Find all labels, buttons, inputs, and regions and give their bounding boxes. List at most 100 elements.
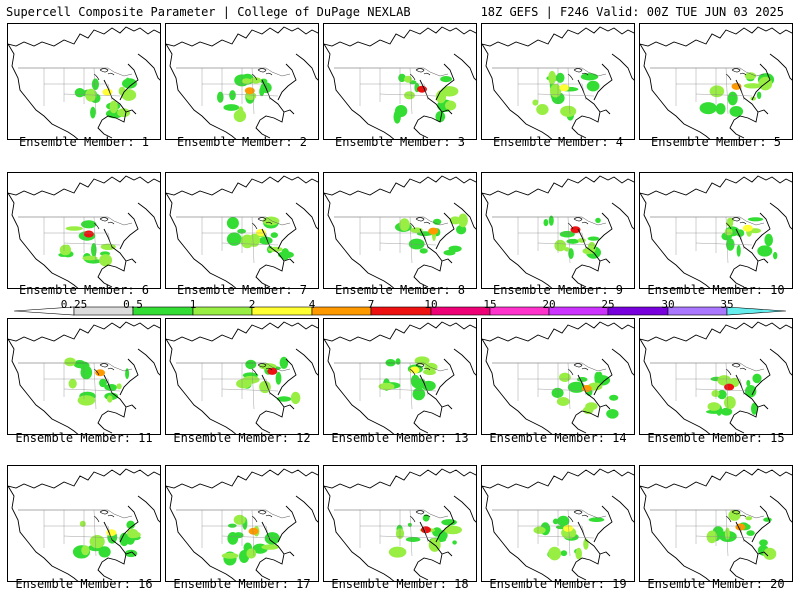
ensemble-member-map xyxy=(481,23,635,140)
scp-contour xyxy=(699,102,717,115)
scp-contour xyxy=(729,106,744,117)
scp-contour xyxy=(556,397,570,406)
scp-contour xyxy=(532,99,539,106)
scp-contour xyxy=(728,509,741,521)
scp-contour xyxy=(261,544,279,550)
scp-contour xyxy=(125,368,130,380)
ensemble-member-map xyxy=(323,172,477,289)
scp-contour xyxy=(236,378,252,389)
scp-contour xyxy=(707,402,721,411)
map-outline xyxy=(43,509,121,557)
map-outline xyxy=(18,509,133,519)
scp-contour xyxy=(752,373,762,384)
scp-contour xyxy=(244,87,255,95)
map-outline xyxy=(251,363,273,376)
scp-contour xyxy=(410,227,423,233)
map-outline xyxy=(201,67,279,115)
scale-arrow-high xyxy=(726,306,787,316)
scp-contour xyxy=(432,218,442,225)
map-outline xyxy=(482,468,634,581)
scp-contour xyxy=(724,527,730,540)
scp-contour xyxy=(264,532,280,545)
scp-contour xyxy=(74,88,85,98)
scp-contour xyxy=(238,106,244,117)
ensemble-member-label: Ensemble Member: 14 xyxy=(489,431,627,445)
map-outline xyxy=(675,67,753,115)
map-outline xyxy=(675,216,753,264)
map-outline xyxy=(166,321,318,434)
scp-contour xyxy=(65,226,83,231)
scp-contour xyxy=(227,523,237,528)
scp-contour xyxy=(117,108,131,118)
scp-contour xyxy=(586,80,600,92)
scp-contour xyxy=(276,396,292,402)
scale-swatch xyxy=(548,306,609,316)
scp-contour xyxy=(717,389,727,400)
map-outline xyxy=(8,175,160,288)
ensemble-member-map xyxy=(7,465,161,582)
ensemble-member-label: Ensemble Member: 4 xyxy=(492,135,624,149)
scp-contour xyxy=(95,369,106,377)
map-outline xyxy=(43,67,121,115)
scp-contour xyxy=(124,549,138,558)
scp-contour xyxy=(559,372,571,382)
ensemble-member-map xyxy=(481,172,635,289)
map-outline xyxy=(334,216,449,226)
scale-swatch xyxy=(311,306,372,316)
scp-contour xyxy=(533,526,546,534)
map-outline xyxy=(93,510,115,523)
scale-tick-label: 0.5 xyxy=(123,298,143,311)
map-outline xyxy=(201,362,279,410)
ensemble-member-label: Ensemble Member: 9 xyxy=(492,283,624,297)
map-outline xyxy=(725,217,747,230)
ensemble-member-map xyxy=(165,465,319,582)
map-outline xyxy=(176,509,291,519)
scp-contour xyxy=(548,215,554,226)
ensemble-member-label: Ensemble Member: 2 xyxy=(176,135,308,149)
scp-contour xyxy=(744,72,757,80)
scp-contour xyxy=(595,217,601,223)
map-outline xyxy=(359,362,437,410)
scp-contour xyxy=(237,228,246,234)
ensemble-member-map xyxy=(481,465,635,582)
map-outline xyxy=(201,216,279,264)
map-outline xyxy=(166,26,318,139)
scp-contour xyxy=(226,232,242,246)
map-outline xyxy=(650,216,765,226)
ensemble-member-map xyxy=(481,318,635,435)
scale-swatch xyxy=(489,306,550,316)
scp-contour xyxy=(412,387,426,401)
scp-contour xyxy=(757,245,773,257)
map-outline xyxy=(517,216,595,264)
scp-contour xyxy=(606,409,619,419)
map-outline xyxy=(334,67,449,77)
scp-contour xyxy=(724,228,733,236)
scale-tick-label: 25 xyxy=(601,298,615,311)
scale-tick-label: 4 xyxy=(308,298,316,311)
map-outline xyxy=(176,362,291,372)
ensemble-member-label: Ensemble Member: 1 xyxy=(18,135,150,149)
map-outline xyxy=(251,68,273,81)
scp-contour xyxy=(91,78,99,91)
scp-contour xyxy=(580,73,599,81)
map-outline xyxy=(567,217,589,230)
scp-contour xyxy=(262,216,280,226)
scp-contour xyxy=(452,540,457,545)
scp-contour xyxy=(122,78,137,89)
ensemble-member-label: Ensemble Member: 5 xyxy=(650,135,782,149)
scp-contour xyxy=(720,407,733,416)
map-outline xyxy=(359,509,437,557)
scp-contour xyxy=(116,383,122,390)
map-outline xyxy=(650,509,765,519)
scp-contour xyxy=(259,380,271,394)
scp-contour xyxy=(543,219,549,227)
scale-tick-label: 1 xyxy=(189,298,197,311)
scp-contour xyxy=(246,548,257,559)
scp-contour xyxy=(552,518,559,525)
map-outline xyxy=(492,67,607,77)
map-outline xyxy=(166,468,318,581)
scp-contour xyxy=(575,547,582,560)
scp-contour xyxy=(80,365,93,380)
scp-contour xyxy=(449,216,461,225)
scp-contour xyxy=(290,391,301,405)
